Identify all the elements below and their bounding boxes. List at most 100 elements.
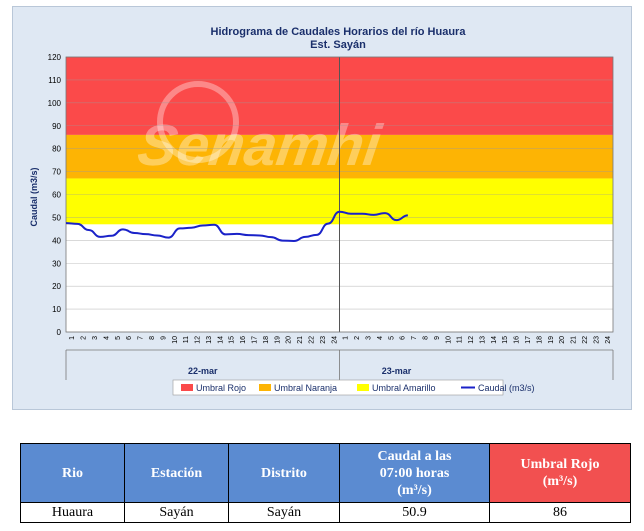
y-axis-label: Caudal (m3/s)	[29, 167, 39, 226]
y-tick-label: 110	[48, 76, 61, 85]
x-tick-label: 19	[548, 336, 555, 344]
y-axis-ticks: 0 10 20 30 40 50 60 70 80 90 100 110 120	[48, 53, 62, 337]
x-tick-label: 7	[411, 336, 418, 340]
x-tick-label: 23	[320, 336, 327, 344]
x-tick-label: 1	[343, 336, 350, 340]
x-tick-label: 10	[172, 336, 179, 344]
x-tick-label: 14	[217, 336, 224, 344]
header-distrito: Distrito	[228, 443, 340, 503]
hydrograph-panel: Hidrograma de Caudales Horarios del río …	[12, 6, 632, 410]
header-rojo-line2: (m³/s)	[542, 474, 578, 489]
x-tick-label: 9	[160, 336, 167, 340]
x-tick-label: 17	[525, 336, 532, 344]
plot-frame	[65, 56, 614, 333]
y-tick-label: 10	[52, 305, 61, 314]
x-tick-label: 11	[457, 336, 464, 343]
x-tick-label: 22	[582, 336, 589, 344]
x-tick-label: 22	[309, 336, 316, 344]
gridlines	[65, 56, 614, 333]
x-tick-label: 18	[263, 336, 270, 344]
day-labels: 22-mar 23-mar	[65, 349, 614, 380]
legend: Umbral Rojo Umbral Naranja Umbral Amarillo…	[172, 379, 535, 396]
x-axis-ticks: 1 2 3 4 5 6 7 8 9 10 11 12 13 14 15 16 17 18 19 20 21 22 23 24 1…	[69, 336, 612, 344]
legend-box	[172, 379, 504, 396]
x-tick-label: 17	[252, 336, 259, 344]
legend-swatch	[259, 384, 271, 391]
station-table: Rio Estación Distrito Caudal a las 07:00…	[20, 443, 631, 523]
x-tick-label: 4	[103, 336, 110, 340]
x-tick-label: 8	[149, 336, 156, 340]
cell-distrito: Sayán	[228, 502, 340, 523]
day-label: 23-mar	[382, 366, 412, 376]
watermark-text: Senamhi	[134, 113, 387, 178]
x-tick-label: 13	[206, 336, 213, 344]
table-header-row: Rio Estación Distrito Caudal a las 07:00…	[20, 443, 631, 503]
x-tick-label: 23	[593, 336, 600, 344]
watermark-sun-icon	[157, 81, 239, 163]
x-tick-label: 5	[115, 336, 122, 340]
header-rojo-line1: Umbral Rojo	[520, 457, 600, 472]
legend-label: Umbral Rojo	[196, 383, 246, 393]
x-tick-label: 14	[491, 336, 498, 344]
header-caudal-line1: Caudal a las	[377, 448, 452, 464]
x-tick-label: 1	[69, 336, 76, 340]
x-tick-label: 20	[286, 336, 293, 344]
x-tick-label: 10	[445, 336, 452, 344]
y-tick-label: 60	[52, 191, 61, 200]
x-tick-label: 4	[377, 336, 384, 340]
x-tick-label: 6	[400, 336, 407, 340]
x-tick-label: 11	[183, 336, 190, 343]
senamhi-watermark: Senamhi	[134, 81, 387, 178]
x-tick-label: 19	[274, 336, 281, 344]
header-estacion: Estación	[124, 443, 229, 503]
x-tick-label: 12	[468, 336, 475, 344]
y-tick-label: 90	[52, 122, 61, 131]
x-tick-label: 21	[297, 336, 304, 344]
x-tick-label: 2	[81, 336, 88, 340]
cell-umbral-rojo: 86	[489, 502, 631, 523]
legend-swatch	[357, 384, 369, 391]
x-tick-label: 6	[126, 336, 133, 340]
x-tick-label: 2	[354, 336, 361, 340]
x-tick-label: 21	[571, 336, 578, 344]
x-tick-label: 3	[92, 336, 99, 340]
x-tick-label: 18	[536, 336, 543, 344]
header-rio: Rio	[20, 443, 125, 503]
y-tick-label: 100	[48, 99, 62, 108]
cell-rio: Huaura	[20, 502, 125, 523]
y-tick-label: 50	[52, 213, 61, 222]
header-umbral-rojo: Umbral Rojo (m³/s)	[489, 443, 631, 503]
x-tick-label: 3	[365, 336, 372, 340]
series-line-caudal	[65, 210, 408, 243]
y-tick-label: 70	[52, 168, 61, 177]
x-tick-label: 24	[605, 336, 612, 344]
x-tick-label: 24	[331, 336, 338, 344]
header-caudal: Caudal a las 07:00 horas (m³/s)	[339, 443, 490, 503]
y-tick-label: 20	[52, 282, 61, 291]
cell-estacion: Sayán	[124, 502, 229, 523]
x-tick-label: 12	[195, 336, 202, 344]
x-tick-label: 5	[388, 336, 395, 340]
table-row: Huaura Sayán Sayán 50.9 86	[20, 502, 631, 523]
x-tick-label: 8	[422, 336, 429, 340]
x-tick-label: 15	[502, 336, 509, 344]
y-tick-label: 30	[52, 259, 61, 268]
x-tick-label: 20	[559, 336, 566, 344]
x-tick-label: 9	[434, 336, 441, 340]
y-tick-label: 40	[52, 236, 61, 245]
legend-label: Caudal (m3/s)	[478, 383, 535, 393]
legend-swatch	[181, 384, 193, 391]
y-tick-label: 80	[52, 145, 61, 154]
cell-caudal: 50.9	[339, 502, 490, 523]
series-layer	[65, 210, 408, 243]
day-label: 22-mar	[188, 366, 218, 376]
chart-title: Hidrograma de Caudales Horarios del río …	[211, 26, 467, 38]
x-tick-label: 16	[514, 336, 521, 344]
x-tick-label: 16	[240, 336, 247, 344]
x-tick-label: 15	[229, 336, 236, 344]
legend-label: Umbral Amarillo	[372, 383, 436, 393]
x-tick-label: 7	[138, 336, 145, 340]
header-caudal-line2: 07:00 horas	[379, 465, 450, 481]
hydrograph-chart: Hidrograma de Caudales Horarios del río …	[29, 26, 614, 396]
chart-subtitle: Est. Sayán	[310, 39, 366, 51]
